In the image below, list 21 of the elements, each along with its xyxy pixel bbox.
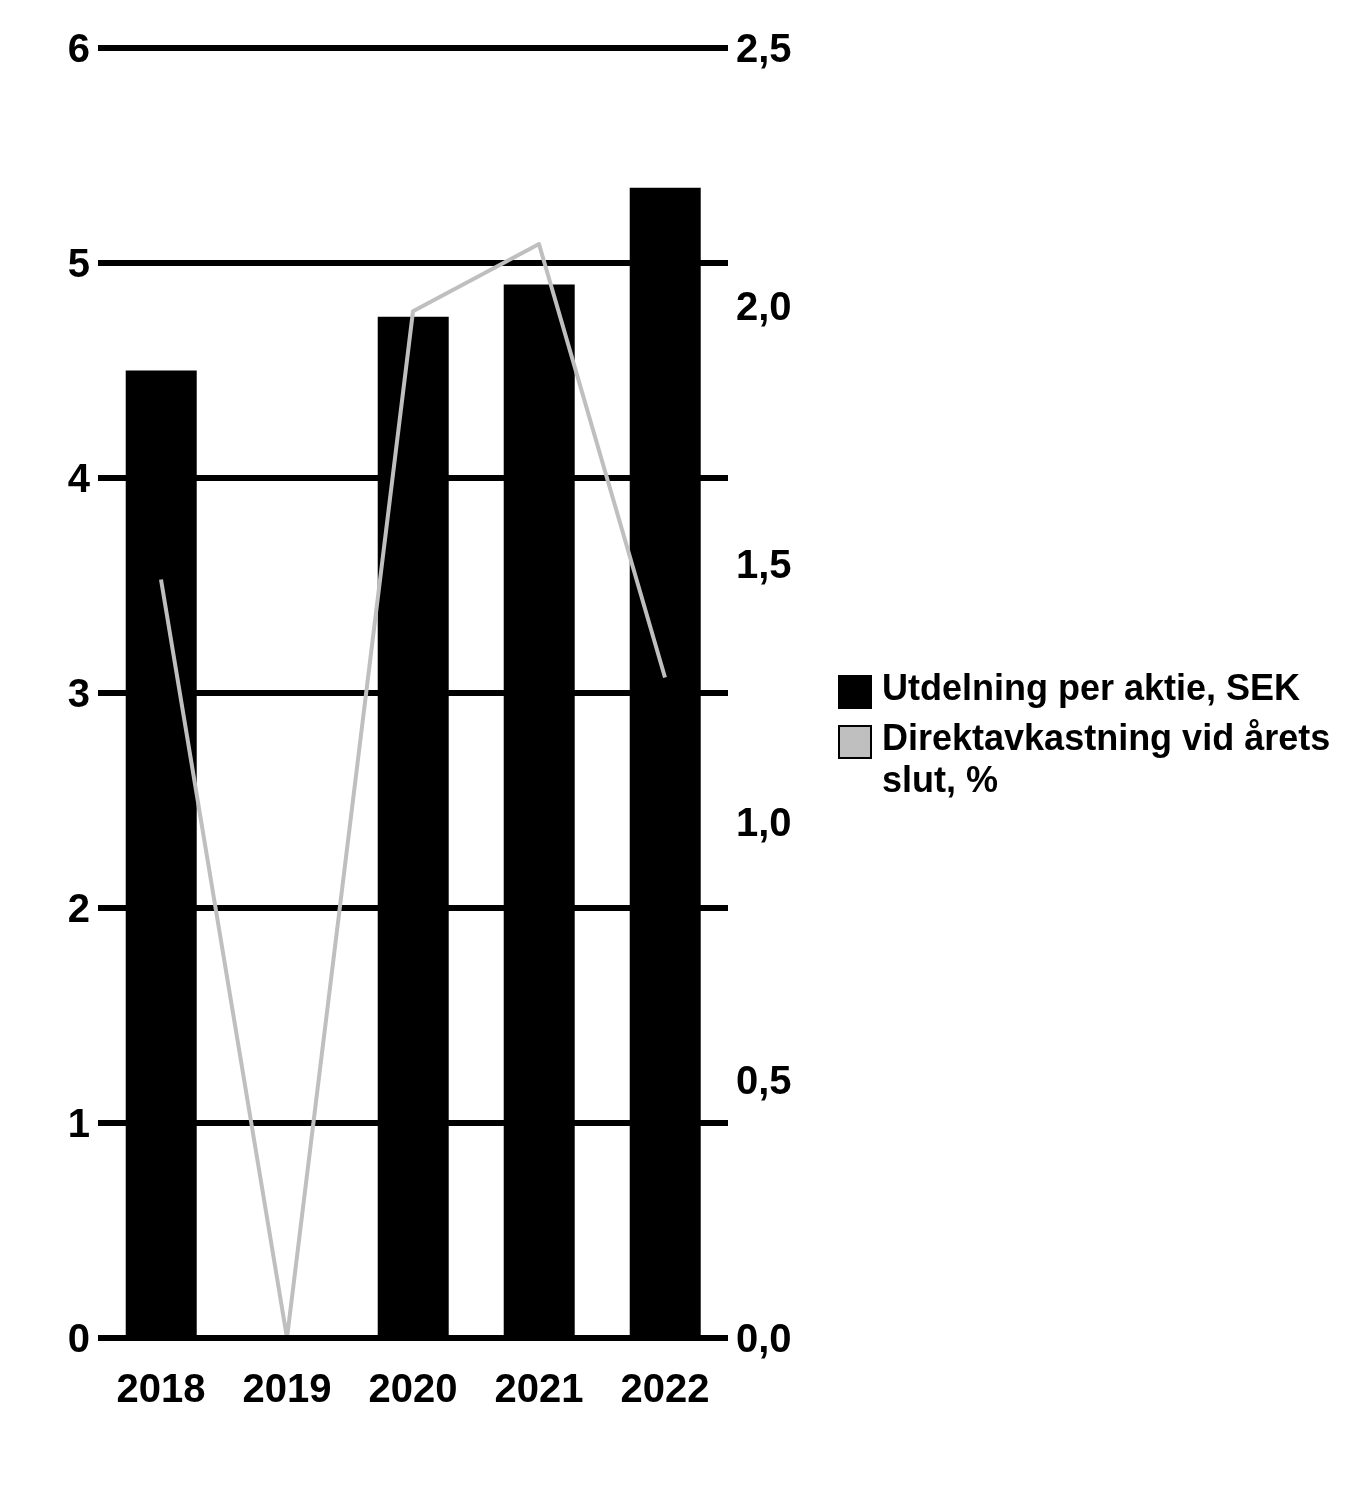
legend-label: Utdelning per aktie, SEK <box>882 667 1301 709</box>
line-series <box>159 242 667 1338</box>
y2-tick-label: 0,5 <box>736 1058 792 1103</box>
y2-tick-label: 2,5 <box>736 26 792 71</box>
x-tick-label: 2019 <box>242 1366 332 1411</box>
y-tick-label: 6 <box>67 26 90 71</box>
x-tick-label: 2020 <box>368 1366 458 1411</box>
x-tick-label: 2018 <box>116 1366 206 1411</box>
x-tick-label: 2021 <box>494 1366 584 1411</box>
y2-tick-label: 2,0 <box>736 284 792 329</box>
y-tick-label: 2 <box>67 886 90 931</box>
y-tick-label: 0 <box>67 1316 90 1361</box>
y2-tick-label: 1,0 <box>736 800 792 845</box>
x-tick-label: 2022 <box>620 1366 710 1411</box>
y2-tick-label: 1,5 <box>736 542 792 587</box>
y-tick-label: 3 <box>67 671 90 716</box>
y-tick-label: 4 <box>67 456 91 501</box>
y-tick-label: 5 <box>67 241 90 286</box>
y-tick-label: 1 <box>67 1101 90 1146</box>
legend-label: Direktavkastning vid årets slut, % <box>882 717 1332 801</box>
y2-tick-label: 0,0 <box>736 1316 792 1361</box>
